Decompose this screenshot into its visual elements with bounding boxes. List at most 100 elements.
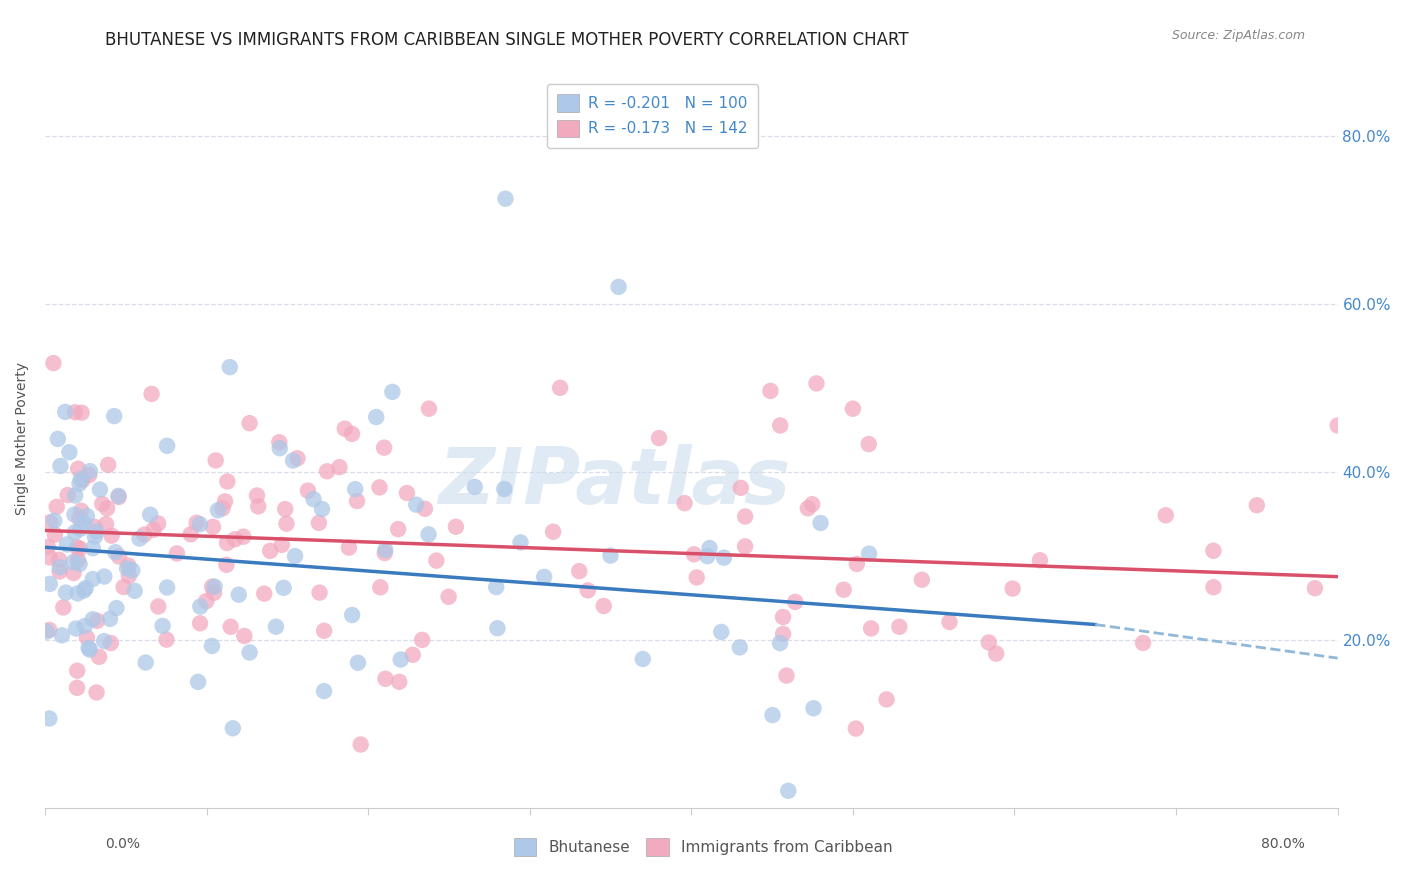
Point — [141, 387, 163, 401]
Point — [166, 546, 188, 560]
Y-axis label: Single Mother Poverty: Single Mother Poverty — [15, 361, 30, 515]
Point — [730, 481, 752, 495]
Point — [270, 538, 292, 552]
Point — [311, 502, 333, 516]
Point — [418, 527, 440, 541]
Point — [494, 482, 516, 496]
Point — [273, 581, 295, 595]
Point — [67, 511, 90, 525]
Point — [97, 458, 120, 472]
Point — [202, 586, 225, 600]
Point — [548, 381, 571, 395]
Point — [66, 664, 89, 678]
Point — [115, 561, 138, 575]
Point — [599, 549, 621, 563]
Point — [911, 573, 934, 587]
Point — [274, 502, 297, 516]
Point — [269, 441, 291, 455]
Point — [186, 516, 208, 530]
Point — [70, 504, 93, 518]
Point — [66, 681, 89, 695]
Point — [188, 599, 211, 614]
Point — [631, 652, 654, 666]
Point — [72, 473, 94, 487]
Point — [100, 636, 122, 650]
Point — [860, 622, 883, 636]
Point — [118, 568, 141, 582]
Point — [42, 356, 65, 370]
Point — [541, 524, 564, 539]
Point — [70, 472, 93, 486]
Point — [232, 530, 254, 544]
Point — [107, 489, 129, 503]
Point — [214, 494, 236, 508]
Point — [70, 406, 93, 420]
Point — [62, 566, 84, 580]
Point — [86, 614, 108, 628]
Point — [495, 192, 517, 206]
Point — [56, 488, 79, 502]
Point — [425, 553, 447, 567]
Point — [347, 656, 370, 670]
Point — [239, 416, 262, 430]
Point — [38, 550, 60, 565]
Point — [79, 642, 101, 657]
Point — [806, 376, 828, 391]
Point — [1202, 580, 1225, 594]
Point — [276, 516, 298, 531]
Point — [413, 501, 436, 516]
Point — [374, 543, 396, 558]
Point — [673, 496, 696, 510]
Point — [696, 549, 718, 563]
Point — [79, 464, 101, 478]
Point — [45, 500, 67, 514]
Point — [218, 360, 240, 375]
Point — [117, 558, 139, 573]
Point — [48, 553, 70, 567]
Point — [576, 583, 599, 598]
Point — [759, 384, 782, 398]
Point — [103, 409, 125, 423]
Point — [889, 620, 911, 634]
Point — [67, 462, 90, 476]
Point — [65, 622, 87, 636]
Point — [366, 410, 388, 425]
Point — [75, 581, 97, 595]
Point — [93, 634, 115, 648]
Point — [86, 685, 108, 699]
Point — [373, 441, 395, 455]
Point — [312, 684, 335, 698]
Point — [152, 619, 174, 633]
Point — [124, 583, 146, 598]
Point — [66, 586, 89, 600]
Point — [259, 544, 281, 558]
Point — [389, 652, 412, 666]
Point — [785, 595, 807, 609]
Point — [832, 582, 855, 597]
Point — [734, 509, 756, 524]
Point — [592, 599, 614, 613]
Point — [87, 649, 110, 664]
Point — [73, 583, 96, 598]
Point — [683, 547, 706, 561]
Point — [1303, 581, 1326, 595]
Point — [49, 458, 72, 473]
Point — [77, 468, 100, 483]
Point — [38, 711, 60, 725]
Point — [211, 501, 233, 516]
Point — [69, 557, 91, 571]
Point — [437, 590, 460, 604]
Point — [62, 555, 84, 569]
Point — [374, 672, 396, 686]
Point — [977, 635, 1000, 649]
Point — [142, 523, 165, 537]
Point — [93, 569, 115, 583]
Point — [204, 580, 226, 594]
Point — [228, 588, 250, 602]
Point — [67, 476, 90, 491]
Point — [247, 500, 270, 514]
Point — [146, 516, 169, 531]
Point — [803, 701, 825, 715]
Point — [778, 784, 800, 798]
Point — [769, 636, 792, 650]
